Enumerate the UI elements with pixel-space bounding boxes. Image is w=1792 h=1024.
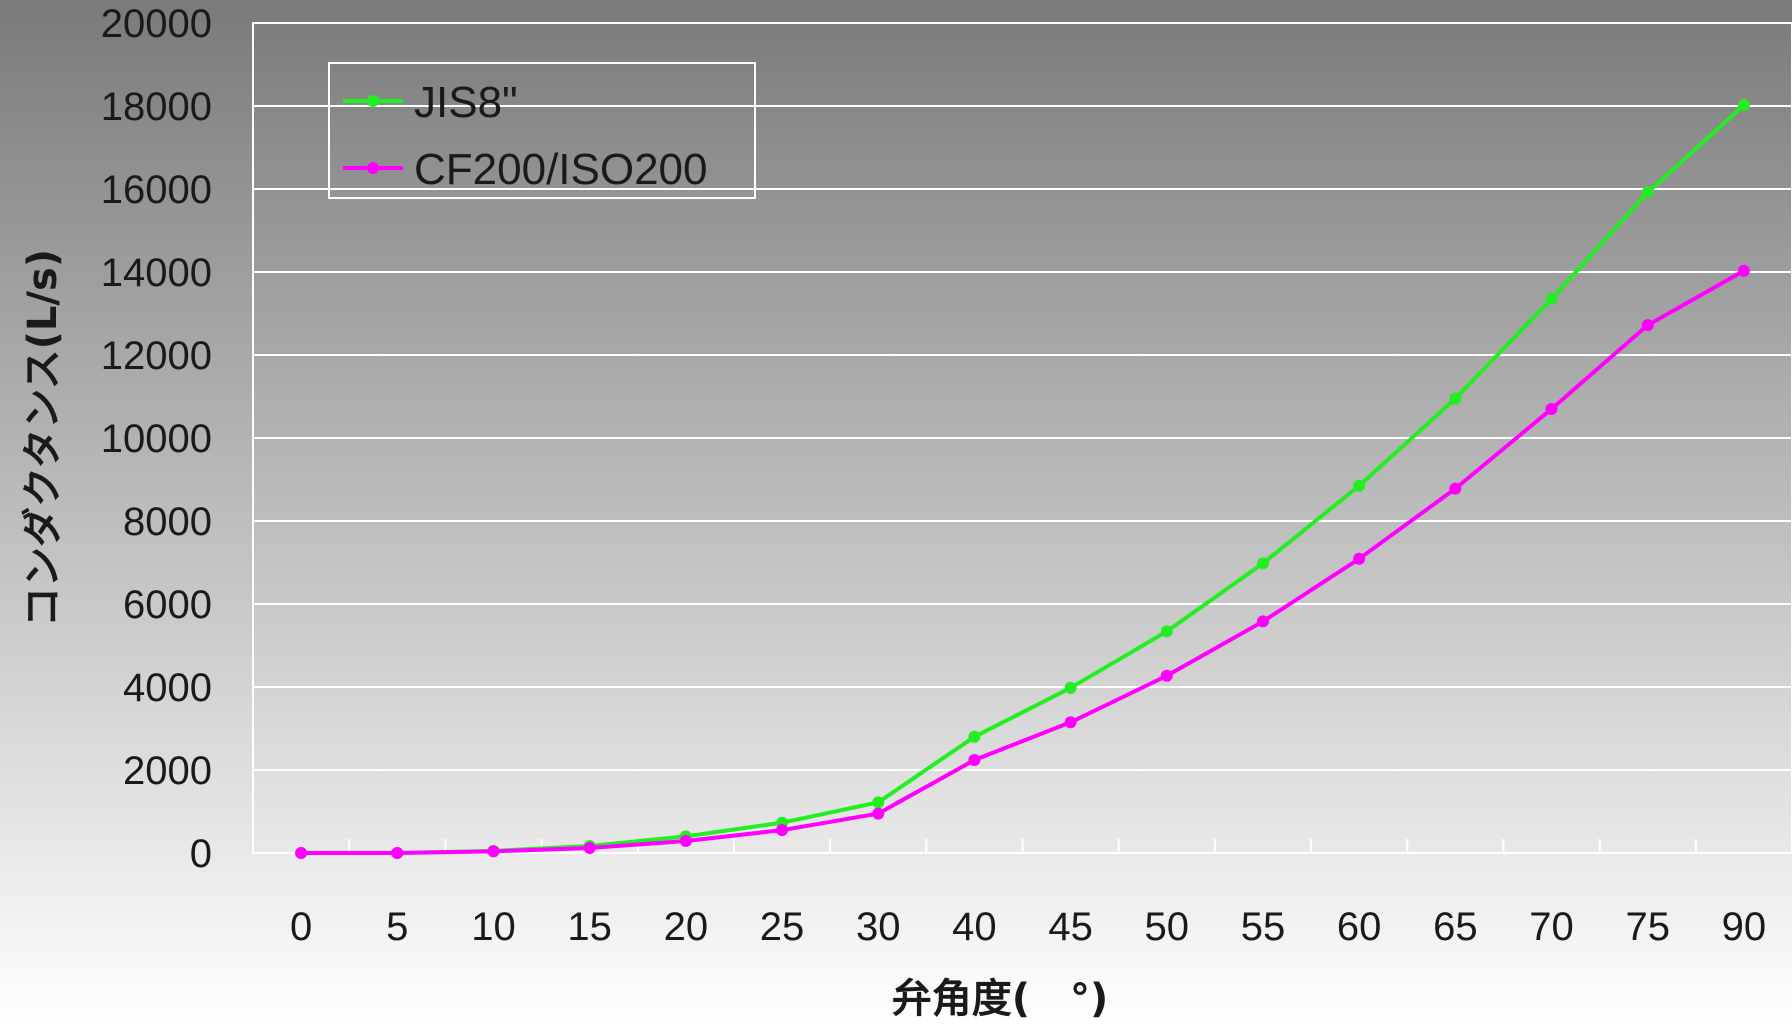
data-point-series-0 <box>1064 681 1077 694</box>
x-tick-label: 40 <box>952 905 997 949</box>
data-point-series-0 <box>1353 479 1366 492</box>
x-tick-label: 90 <box>1722 905 1767 949</box>
x-tick-label: 0 <box>290 905 312 949</box>
legend-box <box>328 62 756 199</box>
x-tick-label: 45 <box>1048 905 1093 949</box>
data-point-series-0 <box>872 796 885 809</box>
data-point-series-0 <box>1160 625 1173 638</box>
data-point-series-0 <box>1256 557 1269 570</box>
data-point-series-1 <box>1160 669 1173 682</box>
legend-label-series-1: CF200/ISO200 <box>414 145 708 194</box>
legend-label-series-0: JIS8" <box>414 78 518 127</box>
y-tick-label: 14000 <box>101 251 212 295</box>
data-point-series-1 <box>1545 402 1558 415</box>
y-tick-label: 12000 <box>101 334 212 378</box>
data-point-series-1 <box>295 847 308 859</box>
y-tick-label: 0 <box>190 832 212 876</box>
series-layer <box>295 99 1750 859</box>
y-tick-label: 8000 <box>123 500 212 544</box>
y-tick-label: 2000 <box>123 749 212 793</box>
data-point-series-1 <box>1064 716 1077 729</box>
data-point-series-1 <box>1449 482 1462 495</box>
data-point-series-0 <box>1737 99 1750 112</box>
x-tick-label: 75 <box>1625 905 1670 949</box>
x-tick-label: 5 <box>386 905 408 949</box>
y-axis-ticks: 0 2000 4000 6000 8000 10000 12000 14000 16000 180… <box>101 2 212 876</box>
data-point-series-1 <box>583 842 596 855</box>
data-point-series-1 <box>776 824 789 837</box>
x-tick-label: 30 <box>856 905 901 949</box>
x-tick-label: 65 <box>1433 905 1478 949</box>
data-point-series-0 <box>1449 392 1462 405</box>
x-axis-ticks: 0 5 10 15 20 25 30 40 45 50 55 60 65 70 75 90 <box>290 839 1766 949</box>
data-point-series-1 <box>872 807 885 820</box>
y-tick-label: 16000 <box>101 168 212 212</box>
data-point-series-1 <box>968 754 981 767</box>
data-point-series-1 <box>1737 264 1750 277</box>
x-axis-label: 弁角度( °) <box>892 976 1109 1022</box>
data-point-series-1 <box>487 845 500 858</box>
data-point-series-1 <box>679 834 692 847</box>
data-point-series-0 <box>968 730 981 743</box>
x-tick-label: 50 <box>1145 905 1190 949</box>
data-point-series-1 <box>1256 615 1269 628</box>
legend: JIS8" CF200/ISO200 <box>328 62 756 199</box>
data-point-series-1 <box>1641 319 1654 332</box>
y-tick-label: 18000 <box>101 85 212 129</box>
y-tick-label: 10000 <box>101 417 212 461</box>
y-tick-label: 4000 <box>123 666 212 710</box>
gridlines <box>253 105 1792 771</box>
data-point-series-0 <box>1641 186 1654 199</box>
x-tick-label: 20 <box>664 905 709 949</box>
series-line-1 <box>301 269 1745 855</box>
x-tick-label: 70 <box>1529 905 1574 949</box>
x-tick-label: 25 <box>760 905 805 949</box>
x-tick-label: 10 <box>471 905 516 949</box>
y-axis-label: コンダクタンス(L/s) <box>20 249 66 627</box>
y-tick-label: 6000 <box>123 583 212 627</box>
y-tick-label: 20000 <box>101 2 212 46</box>
legend-swatch-marker-series-0 <box>367 95 379 107</box>
x-tick-label: 55 <box>1241 905 1286 949</box>
x-tick-label: 60 <box>1337 905 1382 949</box>
legend-swatch-marker-series-1 <box>367 162 379 174</box>
data-point-series-0 <box>1545 292 1558 305</box>
data-point-series-1 <box>391 847 404 859</box>
x-tick-label: 15 <box>567 905 612 949</box>
data-point-series-1 <box>1353 552 1366 565</box>
